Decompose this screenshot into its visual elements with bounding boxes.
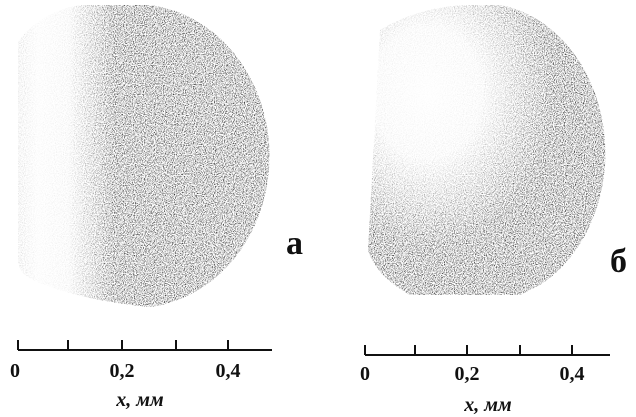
page: а 0 0,2 0,4 x, мм б 0 0,2 0,4 x, мм (() …: [0, 0, 636, 417]
scale-axis-label: x, мм: [115, 389, 164, 411]
figure: а 0 0,2 0,4 x, мм б 0 0,2 0,4 x, мм: [0, 0, 636, 417]
panel-b: б 0 0,2 0,4 x, мм: [360, 5, 627, 416]
sample-image: [18, 5, 270, 307]
panel-label: а: [286, 225, 303, 262]
scale-label: 0,4: [560, 363, 585, 385]
scale-bar: [365, 345, 610, 355]
scale-label: 0: [10, 360, 20, 382]
sample-image: [368, 5, 605, 295]
panel-label: б: [610, 243, 627, 280]
scale-axis-label: x, мм: [463, 394, 512, 416]
scale-label: 0,2: [110, 360, 135, 382]
scale-bar: [18, 340, 272, 350]
scale-label: 0,2: [455, 363, 480, 385]
panel-a: а 0 0,2 0,4 x, мм: [10, 5, 303, 411]
scale-label: 0,4: [216, 360, 241, 382]
scale-label: 0: [360, 363, 370, 385]
